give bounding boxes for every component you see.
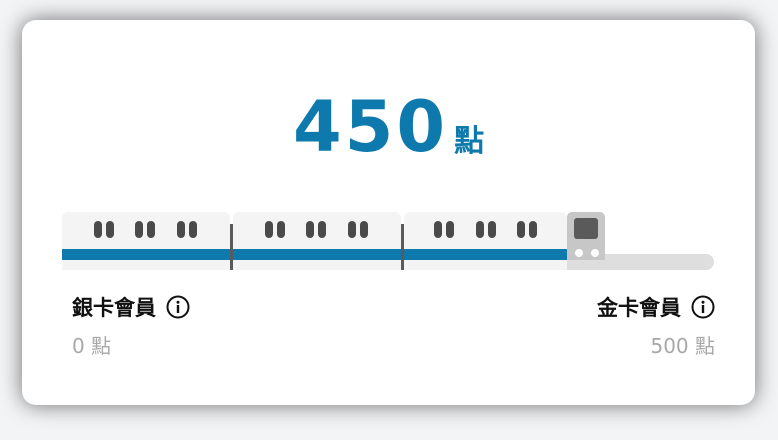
car-coupler (230, 224, 233, 270)
silver-tier-points: 0 點 (72, 334, 112, 358)
train-stripe (404, 249, 567, 260)
car-coupler (401, 224, 404, 270)
train-window (106, 221, 114, 238)
train-window (318, 221, 326, 238)
membership-card: 450 點 (22, 20, 755, 405)
train-window (177, 221, 185, 238)
gold-tier-points: 500 點 (650, 334, 715, 358)
train-window (434, 221, 442, 238)
points-unit: 點 (454, 124, 485, 159)
train-stripe (233, 249, 401, 260)
gold-tier-label: 金卡會員 (597, 296, 681, 320)
train-window (94, 221, 102, 238)
train-window (348, 221, 356, 238)
train-stripe (62, 249, 230, 260)
train-cab-window (574, 218, 598, 239)
train-head (567, 212, 605, 260)
silver-tier-label: 銀卡會員 (72, 296, 156, 320)
train-window (529, 221, 537, 238)
silver-tier: 銀卡會員 (72, 292, 190, 322)
gold-tier: 金卡會員 (597, 292, 715, 322)
train-window (517, 221, 525, 238)
train-window (265, 221, 273, 238)
train-window (189, 221, 197, 238)
points-display: 450 點 (22, 92, 755, 162)
info-icon[interactable] (691, 295, 715, 319)
train-car (62, 212, 230, 270)
points-value: 450 (292, 86, 449, 168)
train-window (488, 221, 496, 238)
train-window (147, 221, 155, 238)
info-icon[interactable] (166, 295, 190, 319)
train-window (277, 221, 285, 238)
train-window (476, 221, 484, 238)
train-window (306, 221, 314, 238)
train-window (446, 221, 454, 238)
train-car (233, 212, 401, 270)
headlight-icon (575, 249, 583, 257)
train-window (360, 221, 368, 238)
headlight-icon (591, 249, 599, 257)
train-car (404, 212, 567, 270)
train-window (135, 221, 143, 238)
